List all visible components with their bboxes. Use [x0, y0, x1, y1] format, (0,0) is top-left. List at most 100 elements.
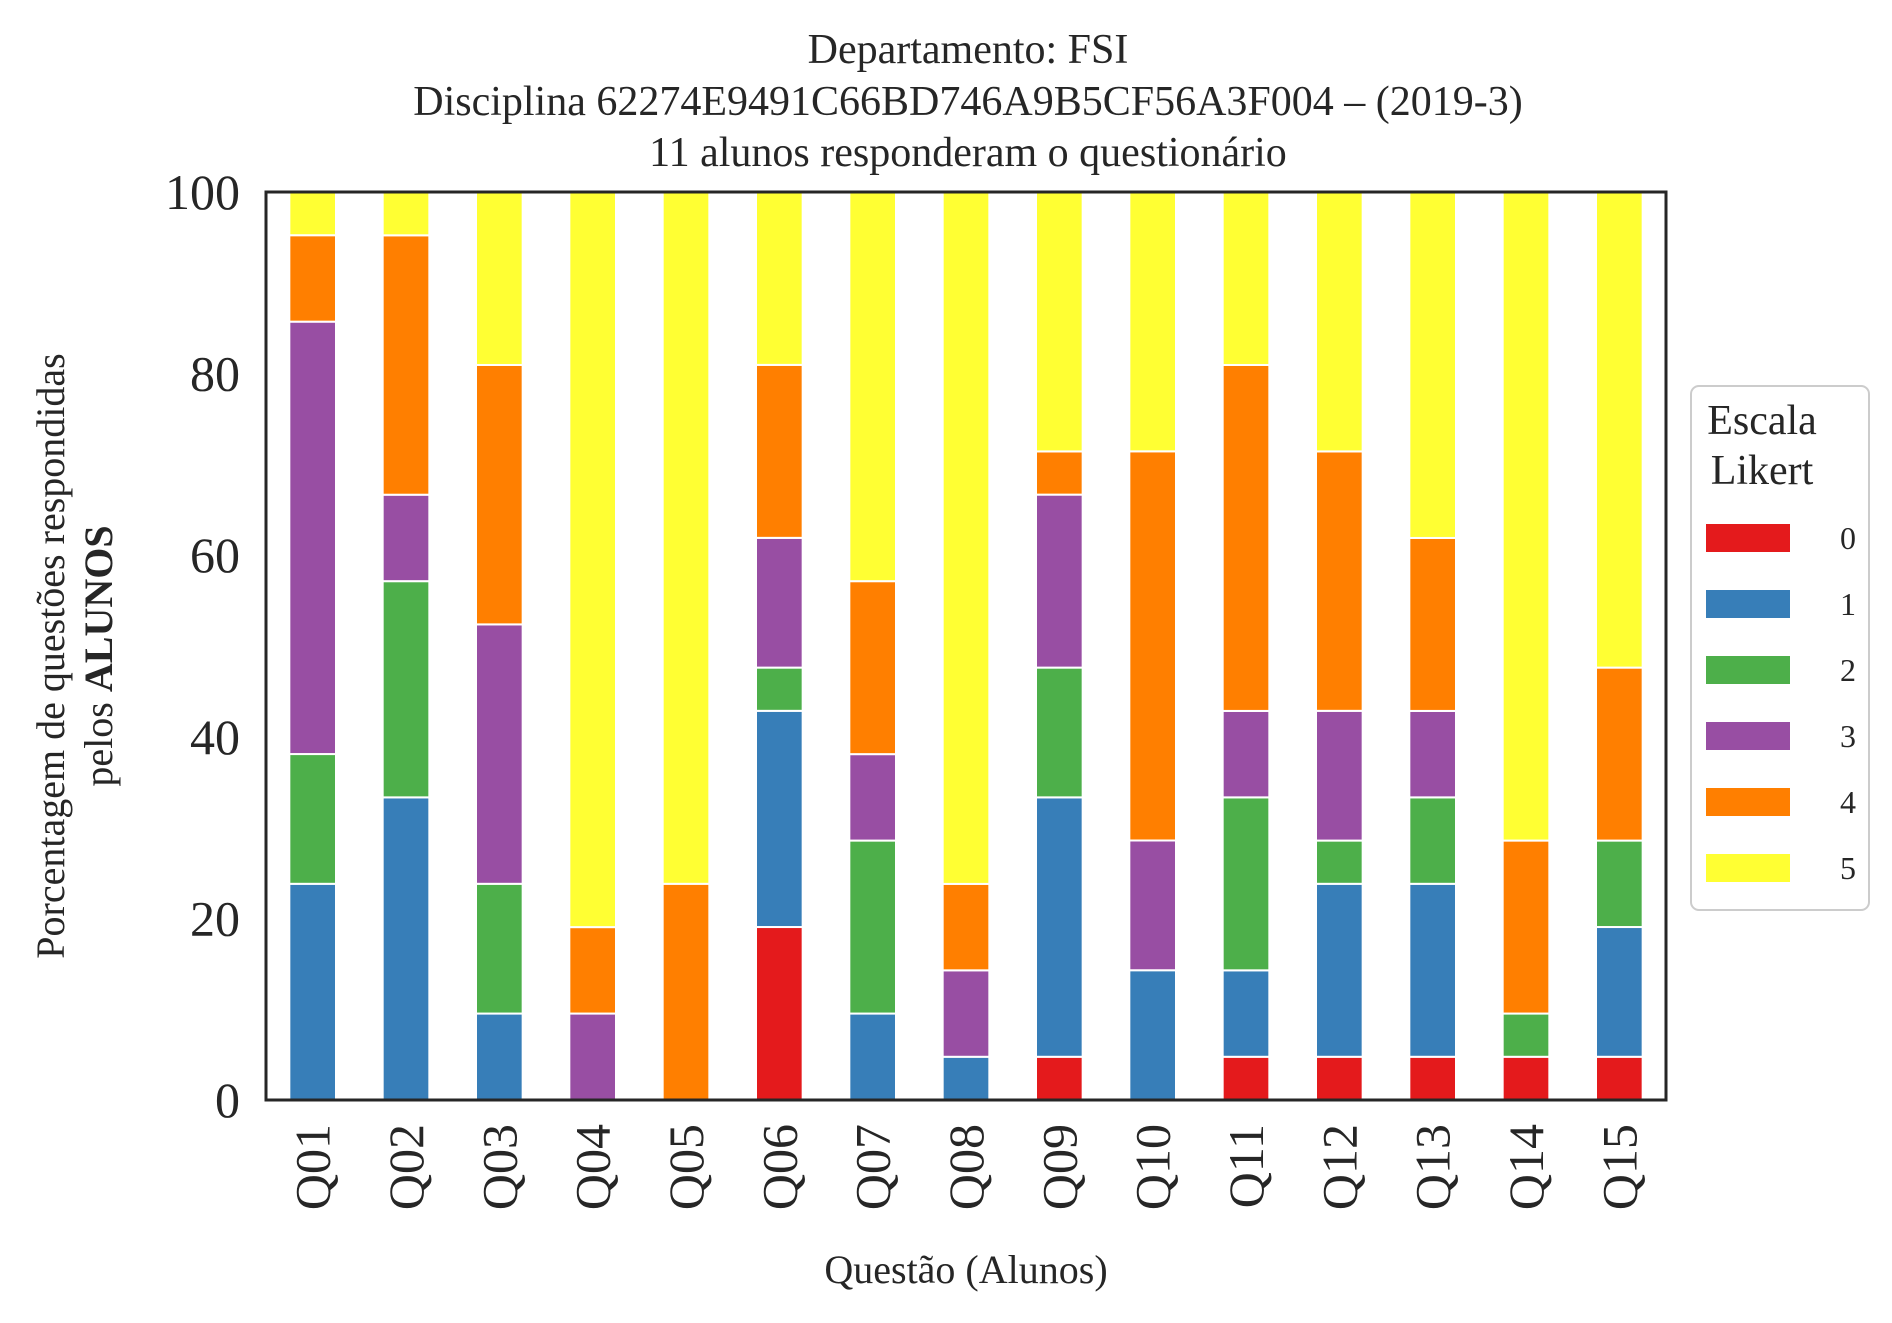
bar-q06-likert-5 [755, 190, 804, 366]
legend-swatch-1 [1706, 590, 1790, 618]
bar-q11-likert-5 [1221, 191, 1271, 366]
bar-q09-likert-5 [1035, 191, 1084, 453]
y-tick-label: 100 [165, 164, 240, 220]
bar-q07-likert-4 [848, 580, 897, 756]
x-tick-label: Q05 [658, 1124, 714, 1210]
bar-q08-likert-5 [941, 191, 991, 885]
bar-q07-likert-2 [848, 839, 897, 1015]
x-axis-label: Questão (Alunos) [824, 1247, 1107, 1292]
y-tick-label: 40 [190, 709, 240, 765]
x-tick-label: Q15 [1591, 1124, 1647, 1210]
x-tick-label: Q14 [1498, 1124, 1554, 1210]
bar-q11-likert-4 [1221, 363, 1271, 712]
x-tick-label: Q09 [1031, 1124, 1087, 1210]
bar-q06-likert-0 [755, 926, 804, 1101]
bar-q13-likert-3 [1408, 709, 1458, 799]
bar-q13-likert-0 [1408, 1055, 1458, 1101]
legend-label-0: 0 [1840, 520, 1856, 556]
bar-q14-likert-5 [1501, 191, 1551, 842]
plot-frame [264, 190, 1668, 1102]
x-tick-label: Q08 [938, 1124, 994, 1210]
bar-q12-likert-4 [1315, 450, 1364, 712]
x-tick-label: Q04 [565, 1124, 621, 1210]
bar-q09-likert-4 [1035, 450, 1084, 496]
bar-q13-likert-2 [1408, 796, 1458, 885]
bar-q11-likert-3 [1221, 709, 1271, 799]
bar-q11-likert-0 [1221, 1055, 1271, 1101]
x-tick-label: Q02 [378, 1124, 434, 1210]
bar-q03-likert-4 [475, 363, 524, 626]
bar-q01-likert-2 [288, 753, 338, 885]
legend-items: 0 1 2 3 4 5 [1706, 520, 1856, 886]
y-tick-label: 60 [190, 527, 240, 583]
bar-q14-likert-0 [1501, 1055, 1551, 1101]
bar-q14-likert-4 [1501, 839, 1551, 1015]
y-tick-label: 20 [190, 890, 240, 946]
x-tick-label: Q06 [751, 1124, 807, 1210]
legend-swatch-4 [1706, 788, 1790, 816]
bar-q08-likert-3 [941, 969, 991, 1058]
bar-q03-likert-1 [475, 1012, 524, 1102]
bar-q08-likert-1 [941, 1055, 991, 1101]
bar-q15-likert-4 [1595, 666, 1644, 842]
bar-q13-likert-4 [1408, 536, 1458, 712]
chart-title-line-3: 11 alunos responderam o questionário [649, 130, 1287, 176]
legend-title-line-1: Escala [1707, 398, 1817, 444]
legend-title-line-2: Likert [1711, 448, 1814, 494]
bar-q01-likert-5 [288, 191, 338, 237]
legend-swatch-3 [1706, 722, 1790, 750]
bar-q09-likert-3 [1035, 493, 1084, 669]
legend-label-5: 5 [1840, 850, 1856, 886]
x-tick-label: Q07 [845, 1124, 901, 1210]
x-tick-label: Q12 [1311, 1124, 1367, 1210]
bar-q01-likert-1 [288, 882, 338, 1101]
x-tick-label: Q10 [1125, 1124, 1181, 1210]
bar-q09-likert-1 [1035, 796, 1084, 1058]
bar-q13-likert-5 [1408, 191, 1458, 539]
bar-q12-likert-0 [1315, 1055, 1364, 1101]
bar-q10-likert-1 [1128, 969, 1178, 1102]
bar-q14-likert-2 [1501, 1012, 1551, 1058]
bar-q12-likert-3 [1315, 709, 1364, 842]
y-tick-label: 80 [190, 346, 240, 402]
x-tick-label: Q01 [285, 1124, 341, 1210]
legend-label-1: 1 [1840, 586, 1856, 622]
bars-layer [288, 190, 1644, 1102]
bar-q15-likert-5 [1595, 191, 1644, 669]
bar-q15-likert-1 [1595, 926, 1644, 1058]
bar-q03-likert-2 [475, 882, 524, 1015]
bar-q06-likert-3 [755, 536, 804, 669]
legend-swatch-0 [1706, 524, 1790, 552]
bar-q03-likert-5 [475, 191, 524, 366]
x-tick-label: Q11 [1218, 1124, 1274, 1208]
bar-q15-likert-2 [1595, 839, 1644, 929]
bar-q07-likert-1 [848, 1012, 897, 1102]
y-axis-label-line-2: pelos ALUNOS [76, 525, 121, 786]
bar-q09-likert-0 [1035, 1055, 1084, 1101]
bar-q12-likert-5 [1315, 191, 1364, 453]
bar-q12-likert-2 [1315, 839, 1364, 885]
bar-q04-likert-5 [568, 191, 617, 929]
x-ticks: Q01 Q02 Q03 Q04 Q05 Q06 Q07 Q08 Q09 Q10 Q11 Q12 Q13 Q… [285, 1124, 1648, 1210]
bar-q01-likert-4 [288, 234, 338, 323]
bar-q13-likert-1 [1408, 882, 1458, 1058]
bar-q12-likert-1 [1315, 882, 1364, 1058]
y-axis-label-line-1: Porcentagem de questões respondidas [28, 353, 73, 958]
x-tick-label: Q13 [1405, 1124, 1461, 1210]
bar-q06-likert-4 [755, 363, 804, 539]
bar-q11-likert-1 [1221, 969, 1271, 1058]
bar-q01-likert-3 [288, 320, 338, 756]
bar-q02-likert-5 [381, 191, 431, 237]
legend: Escala Likert 0 1 2 3 4 5 [1690, 385, 1870, 911]
legend-swatch-5 [1706, 854, 1790, 882]
chart-title-line-2: Disciplina 62274E9491C66BD746A9B5CF56A3F… [413, 79, 1523, 125]
bar-q04-likert-3 [568, 1012, 617, 1102]
bar-q02-likert-1 [381, 796, 431, 1101]
bar-q06-likert-1 [755, 709, 804, 929]
bar-q02-likert-4 [381, 234, 431, 496]
bar-q11-likert-2 [1221, 796, 1271, 972]
bar-q02-likert-2 [381, 580, 431, 799]
bar-q03-likert-3 [475, 623, 524, 885]
legend-frame [1690, 385, 1870, 911]
